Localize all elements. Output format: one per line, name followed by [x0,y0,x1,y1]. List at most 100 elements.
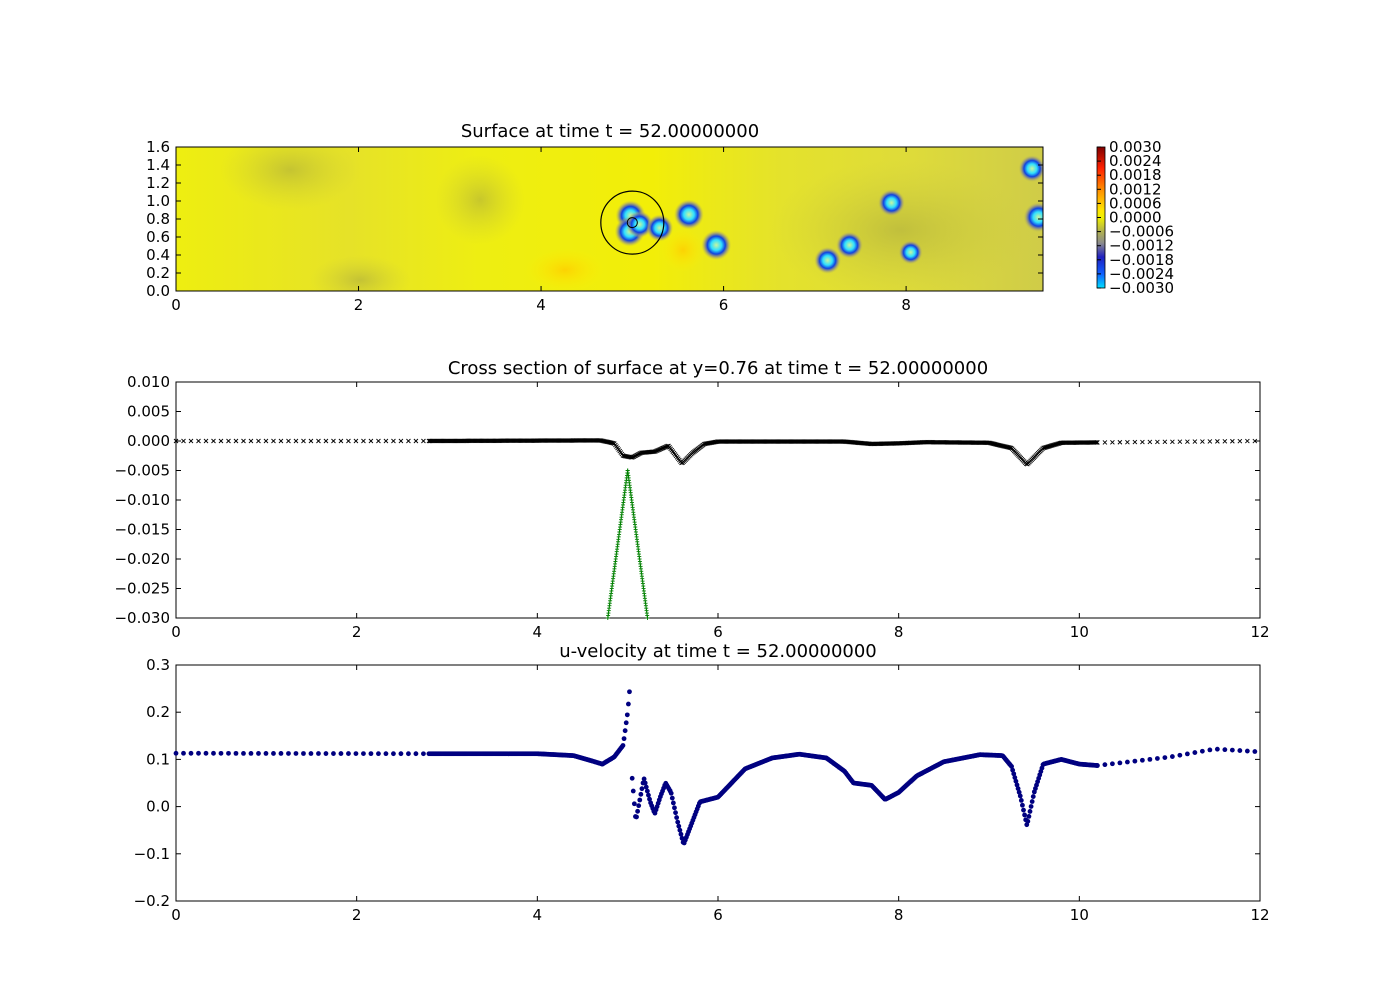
marker-stroke [323,438,329,444]
surface-x-marker [203,438,209,444]
y-tick-label: −0.010 [114,491,170,509]
colorbar-tick-label: 0.0000 [1109,209,1162,227]
y-tick-label: 0.0 [146,798,170,816]
colorbar-tick-label: 0.0006 [1109,194,1162,212]
x-tick-label: 0 [171,623,181,641]
u-velocity-point [1028,804,1034,809]
u-velocity-point [1109,761,1115,767]
heatmap-shade [220,147,360,210]
surface-x-marker [406,438,411,444]
y-tick-label: 0.4 [146,246,170,264]
y-tick-label: 0.2 [146,264,170,282]
u-velocity-point [1012,775,1018,780]
colorbar-tick-label: −0.0006 [1109,223,1174,241]
marker-stroke [988,440,993,446]
surface-x-marker [1185,439,1190,444]
marker-stroke [679,460,684,466]
surface-x-marker [293,438,299,444]
marker-stroke [997,443,1003,448]
x-tick-label: 12 [1250,623,1269,641]
surface-x-marker [1147,439,1153,445]
marker-stroke [665,443,670,449]
y-tick-label: 1.0 [146,192,170,210]
marker-stroke [413,438,419,444]
u-velocity-point [331,751,336,756]
marker-stroke [376,438,381,444]
marker-stroke [256,438,261,444]
u-velocity-point [676,823,682,829]
marker-stroke [263,438,269,444]
y-tick-label: 0.000 [127,432,170,450]
marker-stroke [248,438,254,444]
u-velocity-point [293,751,299,756]
u-velocity-point [644,788,650,794]
u-velocity-point [635,808,641,814]
u-velocity-point [627,689,632,695]
u-velocity-point [203,750,209,756]
colorbar-tick-label: 0.0012 [1109,180,1162,198]
u-velocity-point [1192,750,1198,755]
x-tick-label: 10 [1070,906,1089,924]
u-velocity-point [668,790,674,796]
surface-x-marker [679,460,684,466]
u-velocity-point [338,751,344,756]
surface-x-marker [1110,439,1115,445]
marker-stroke [1006,445,1012,450]
surface-x-marker [1140,439,1145,445]
y-tick-label: 0.3 [146,656,170,674]
u-velocity-point [181,750,186,756]
x-tick-label: 4 [533,623,543,641]
u-velocity-point [286,751,291,756]
surface-x-marker [1170,439,1175,445]
surface-x-marker [376,438,381,444]
marker-stroke [1207,439,1213,444]
u-velocity-point [1229,747,1235,753]
u-velocity-point [1124,759,1130,765]
u-velocity-point [630,788,636,794]
u-velocity-point [413,751,419,757]
u-velocity-point [1010,767,1016,773]
marker-stroke [391,438,396,444]
marker-stroke [293,438,299,444]
u-velocity-point [391,751,396,757]
u-velocity-point [173,750,179,756]
u-velocity-point [248,751,254,756]
surface-x-marker [271,438,276,444]
colorbar-ticks: 0.00300.00240.00180.00120.00060.0000−0.0… [1097,138,1174,297]
x-tick-label: 2 [354,296,364,314]
marker-stroke [338,438,344,444]
marker-stroke [316,438,321,444]
surface-x-marker [1162,439,1168,445]
heatmap-spot [898,240,923,265]
x-tick-label: 8 [894,623,904,641]
marker-stroke [1005,444,1011,450]
x-tick-label: 12 [1250,906,1269,924]
surface-x-marker [1132,439,1138,445]
marker-stroke [994,442,1000,447]
u-velocity-point [323,751,329,756]
x-tick-label: 6 [719,296,729,314]
x-tick-label: 2 [352,623,362,641]
colorbar-tick-label: −0.0018 [1109,251,1174,269]
y-tick-label: −0.030 [114,609,170,627]
heatmap-shade [435,155,525,245]
heatmap-title: Surface at time t = 52.00000000 [461,121,759,142]
colorbar-tick-label: 0.0024 [1109,152,1162,170]
surface-x-marker [1093,440,1098,445]
body-circle-outline [600,190,665,255]
y-tick-label: 0.010 [127,373,170,391]
marker-stroke [1177,439,1183,445]
heatmap-spot [1018,155,1043,183]
marker-stroke [1093,440,1098,445]
x-tick-label: 6 [713,906,723,924]
u-velocity-point [1214,746,1220,752]
u-velocity-point [1013,778,1019,784]
x-tick-label: 0 [171,906,181,924]
heatmap-spot [701,230,732,261]
surface-heatmap-panel: Surface at time t = 52.00000000 0 2 4 6 8 0.0… [146,121,1174,314]
marker-stroke [331,438,336,444]
surface-x-marker [1095,440,1100,445]
heatmap-spot [814,246,842,274]
marker-stroke [1102,440,1108,445]
heatmap-warm [525,248,605,291]
